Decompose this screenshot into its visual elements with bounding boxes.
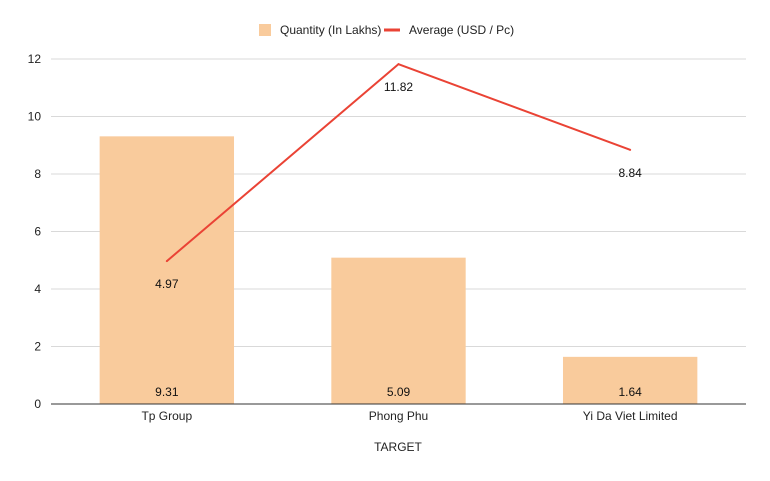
line-value-label: 11.82 (384, 80, 413, 94)
legend-swatch-quantity (259, 24, 271, 36)
bar-value-label: 9.31 (155, 385, 179, 399)
y-tick-label: 10 (28, 110, 42, 124)
line-point[interactable] (629, 148, 632, 151)
y-axis-ticks: 0 2 4 6 8 10 12 (28, 52, 42, 411)
bar-value-label: 1.64 (618, 385, 642, 399)
y-tick-label: 8 (34, 167, 41, 181)
y-tick-label: 12 (28, 52, 42, 66)
legend-label-average: Average (USD / Pc) (409, 23, 514, 37)
y-tick-label: 4 (34, 282, 41, 296)
legend-label-quantity: Quantity (In Lakhs) (280, 23, 381, 37)
x-tick-label: Phong Phu (369, 409, 428, 423)
line-value-label: 4.97 (155, 277, 179, 291)
y-tick-label: 0 (34, 397, 41, 411)
line-series (165, 63, 632, 263)
x-axis-title: TARGET (374, 440, 422, 454)
y-tick-label: 2 (34, 340, 41, 354)
data-labels: 9.31 5.09 1.64 4.97 11.82 8.84 (155, 80, 642, 399)
line-point[interactable] (165, 260, 168, 263)
bar[interactable] (331, 257, 466, 404)
legend[interactable]: Quantity (In Lakhs) Average (USD / Pc) (259, 23, 514, 37)
bar[interactable] (562, 356, 698, 404)
line-point[interactable] (397, 63, 400, 66)
x-tick-label: Tp Group (141, 409, 192, 423)
bar-value-label: 5.09 (387, 385, 411, 399)
line-value-label: 8.84 (618, 166, 642, 180)
bar-series (99, 136, 698, 404)
y-tick-label: 6 (34, 225, 41, 239)
x-tick-label: Yi Da Viet Limited (583, 409, 678, 423)
x-axis-ticks: Tp Group Phong Phu Yi Da Viet Limited (141, 409, 677, 423)
bar[interactable] (99, 136, 235, 404)
